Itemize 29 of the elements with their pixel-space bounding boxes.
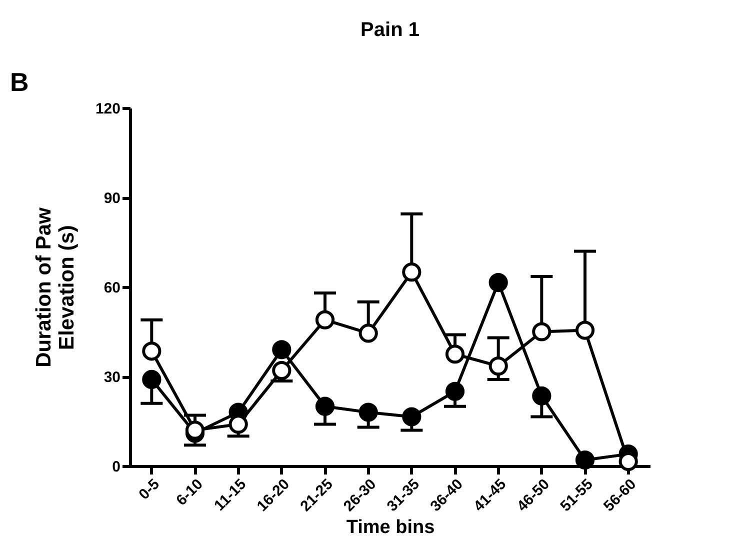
y-tick-label: 0 [112, 458, 120, 476]
chart-title: Pain 1 [360, 19, 420, 41]
y-tick-label: 60 [104, 280, 120, 296]
text: B [10, 67, 29, 97]
point [445, 344, 465, 364]
point [532, 322, 552, 342]
point [358, 324, 378, 343]
x-tick-label: 0-5 [136, 476, 163, 504]
point [445, 382, 465, 401]
point [142, 342, 162, 361]
point [402, 262, 422, 282]
y-axis-title: Duration of Paw Elevation (s) [32, 206, 78, 368]
x-tick-label: 6-10 [173, 476, 206, 510]
point [402, 407, 422, 426]
point [315, 396, 335, 416]
point [358, 402, 378, 422]
point [575, 450, 595, 470]
y-tick-label: 120 [95, 100, 120, 118]
y-tick-label: 30 [104, 369, 120, 386]
point [142, 370, 162, 390]
point [488, 356, 508, 376]
y-tick-label: 90 [104, 190, 120, 207]
point [315, 310, 335, 330]
point [575, 320, 595, 340]
point [272, 340, 292, 360]
point [488, 272, 508, 292]
point [532, 386, 552, 406]
x-axis-title: Time bins [346, 517, 435, 538]
point [272, 360, 292, 380]
